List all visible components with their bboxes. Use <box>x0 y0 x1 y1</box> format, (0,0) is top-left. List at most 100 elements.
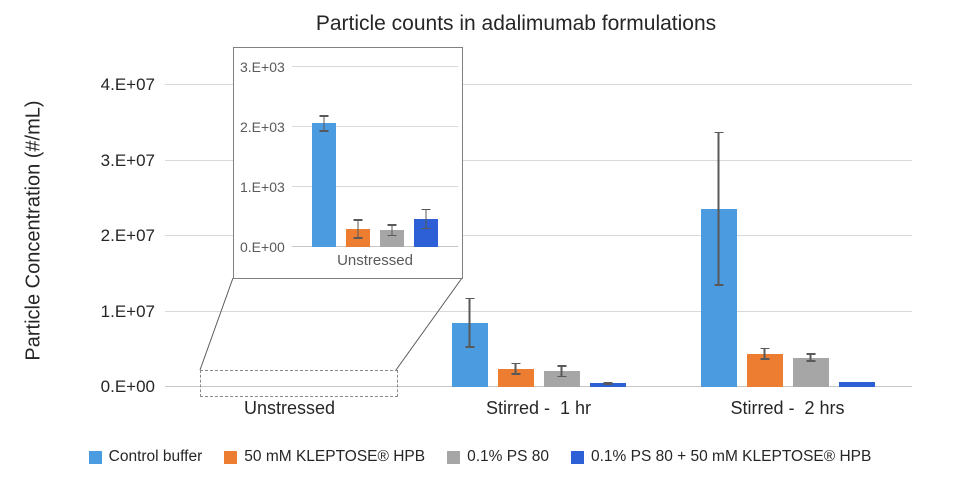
error-bar-stem <box>763 349 766 359</box>
x-category-label: Stirred - 1 hr <box>485 398 592 418</box>
gridline <box>165 310 912 312</box>
bar-fill <box>312 123 336 247</box>
error-bar-cap-top <box>511 362 520 365</box>
error-bar-cap-top <box>603 381 612 384</box>
error-bar-stem <box>391 225 393 235</box>
error-bar-cap-bottom <box>760 358 769 360</box>
bar-0-1-ps-80-50-mm-kleptose-hpb <box>589 85 626 387</box>
error-bar-stem <box>357 220 359 238</box>
error-bar-stem <box>809 354 812 361</box>
error-bar <box>319 115 329 132</box>
bar-fill <box>792 357 829 387</box>
error-bar-cap-top <box>319 115 329 117</box>
gridline <box>292 126 458 127</box>
bar-fill <box>497 368 534 387</box>
inset-y-tick-label: 1.E+03 <box>240 179 285 195</box>
bar-fill <box>380 230 404 247</box>
error-bar <box>806 353 815 362</box>
bar-control-buffer <box>312 67 336 247</box>
x-category-label: Unstressed <box>243 398 336 418</box>
inset-zoom-chart: Unstressed 0.E+00 1.E+03 2.E+03 3.E+03 <box>233 47 463 279</box>
legend-label: Control buffer <box>108 448 203 465</box>
inset-bar-group <box>292 67 458 247</box>
x-category-label: Stirred - 2 hrs <box>730 398 845 418</box>
inset-y-tick-label: 3.E+03 <box>240 59 285 75</box>
error-bar-stem <box>323 116 325 131</box>
bar-0-1-ps-80 <box>543 85 580 387</box>
legend-label: 0.1% PS 80 + 50 mM KLEPTOSE® HPB <box>590 448 872 465</box>
error-bar-stem <box>468 299 471 347</box>
y-tick-label: 3.E+07 <box>100 150 155 170</box>
error-bar-cap-bottom <box>511 373 520 375</box>
chart-legend: Control buffer 50 mM KLEPTOSE® HPB 0.1% PS… <box>0 448 960 466</box>
error-bar-cap-bottom <box>806 360 815 362</box>
error-bar-cap-top <box>714 131 723 134</box>
bar-group-2 <box>663 85 912 387</box>
gridline <box>165 84 912 85</box>
error-bar-cap-top <box>421 208 431 211</box>
legend-swatch <box>447 450 461 464</box>
bar-50-mm-kleptose-hpb <box>346 67 370 247</box>
gridline <box>165 159 912 161</box>
y-tick-label: 0.E+00 <box>100 377 155 396</box>
error-bar-stem <box>560 366 563 376</box>
y-tick-label: 4.E+07 <box>100 75 155 94</box>
y-axis-title: Particle Concentration (#/mL) <box>22 100 45 361</box>
bar-0-1-ps-80 <box>792 85 829 387</box>
error-bar <box>465 297 474 348</box>
legend-swatch <box>88 450 102 464</box>
legend-label: 50 mM KLEPTOSE® HPB <box>244 448 426 465</box>
legend-swatch <box>570 450 584 464</box>
error-bar-cap-bottom <box>557 375 566 378</box>
error-bar <box>511 362 520 375</box>
error-bar-cap-top <box>387 224 397 226</box>
bar-0-1-ps-80-50-mm-kleptose-hpb <box>414 67 438 247</box>
bar-fill <box>589 383 626 387</box>
bar-fill <box>838 382 875 387</box>
error-bar <box>557 365 566 378</box>
gridline <box>292 66 458 67</box>
bar-50-mm-kleptose-hpb <box>746 85 783 387</box>
error-bar-cap-bottom <box>603 383 612 385</box>
x-axis-category-labels: Unstressed Stirred - 1 hr Stirred - 2 hrs <box>165 398 912 426</box>
bar-fill <box>543 371 580 387</box>
legend-item: 50 mM KLEPTOSE® HPB <box>224 448 425 466</box>
error-bar-cap-top <box>353 219 363 221</box>
error-bar <box>353 219 363 239</box>
y-axis-tick-labels: 0.E+00 1.E+07 2.E+07 3.E+07 4.E+07 <box>60 0 155 420</box>
bar-control-buffer <box>700 85 737 387</box>
main-plot-area <box>165 84 912 387</box>
error-bar <box>387 224 397 237</box>
error-bar-cap-top <box>806 353 815 355</box>
bar-0-1-ps-80 <box>380 67 404 247</box>
error-bar-cap-top <box>760 347 769 350</box>
error-bar-cap-bottom <box>319 130 329 132</box>
error-bar-stem <box>425 210 427 228</box>
gridline <box>165 235 912 236</box>
error-bar <box>421 208 431 229</box>
legend-item: 0.1% PS 80 <box>447 448 549 466</box>
error-bar <box>714 131 723 286</box>
inset-plot-area <box>292 66 458 247</box>
error-bar <box>760 347 769 360</box>
legend-item: Control buffer <box>88 448 203 466</box>
gridline <box>292 186 458 187</box>
error-bar-cap-bottom <box>353 237 363 239</box>
inset-category-label: Unstressed <box>337 252 413 269</box>
y-tick-label: 1.E+07 <box>100 301 155 321</box>
x-axis-line <box>165 386 912 387</box>
error-bar-stem <box>717 133 720 285</box>
zoom-source-dashed-box <box>200 370 398 397</box>
legend-label: 0.1% PS 80 <box>467 448 549 465</box>
error-bar-cap-bottom <box>421 227 431 229</box>
legend-swatch <box>224 450 238 464</box>
error-bar-cap-top <box>465 297 474 300</box>
error-bar-cap-bottom <box>714 284 723 286</box>
error-bar-cap-bottom <box>387 234 397 237</box>
bar-50-mm-kleptose-hpb <box>497 85 534 387</box>
chart-title: Particle counts in adalimumab formulatio… <box>315 12 717 35</box>
error-bar-stem <box>514 364 517 374</box>
error-bar-cap-bottom <box>465 346 474 348</box>
error-bar-cap-top <box>557 365 566 367</box>
